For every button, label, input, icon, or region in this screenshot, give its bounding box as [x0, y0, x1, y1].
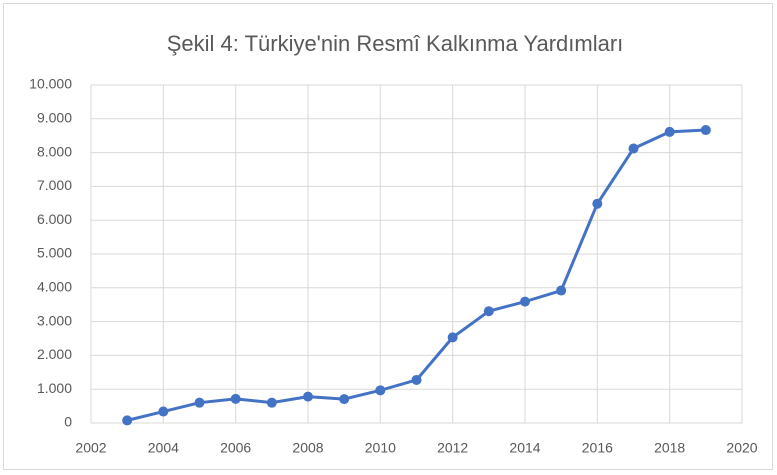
marker — [158, 406, 169, 417]
marker — [122, 415, 133, 426]
y-tick-label: 4.000 — [37, 279, 72, 295]
x-tick-label: 2010 — [365, 440, 396, 456]
x-tick-label: 2008 — [292, 440, 323, 456]
y-tick-label: 2.000 — [37, 346, 72, 362]
marker — [411, 374, 422, 385]
y-tick-label: 10.000 — [29, 76, 72, 92]
x-tick-label: 2020 — [726, 440, 757, 456]
marker — [628, 143, 639, 154]
marker — [700, 125, 711, 136]
y-tick-label: 3.000 — [37, 312, 72, 328]
marker — [266, 397, 277, 408]
y-tick-label: 9.000 — [37, 110, 72, 126]
marker — [592, 198, 603, 209]
x-tick-label: 2014 — [509, 440, 540, 456]
chart-frame — [3, 3, 773, 470]
y-tick-label: 8.000 — [37, 143, 72, 159]
x-tick-label: 2006 — [220, 440, 251, 456]
y-tick-label: 5.000 — [37, 245, 72, 261]
x-tick-label: 2016 — [582, 440, 613, 456]
x-tick-label: 2012 — [437, 440, 468, 456]
marker — [230, 393, 241, 404]
marker — [483, 306, 494, 317]
chart-title: Şekil 4: Türkiye'nin Resmî Kalkınma Yard… — [167, 31, 624, 56]
x-tick-label: 2018 — [654, 440, 685, 456]
marker — [556, 285, 567, 296]
marker — [339, 394, 350, 405]
y-tick-label: 6.000 — [37, 211, 72, 227]
marker — [520, 296, 530, 307]
marker — [194, 397, 205, 408]
x-tick-label: 2004 — [148, 440, 179, 456]
y-tick-label: 1.000 — [37, 380, 72, 396]
marker — [664, 126, 675, 137]
marker — [447, 332, 458, 343]
x-tick-label: 2002 — [75, 440, 106, 456]
marker — [303, 391, 313, 402]
y-tick-label: 7.000 — [37, 177, 72, 193]
marker — [375, 385, 386, 396]
y-tick-label: 0 — [64, 414, 72, 430]
